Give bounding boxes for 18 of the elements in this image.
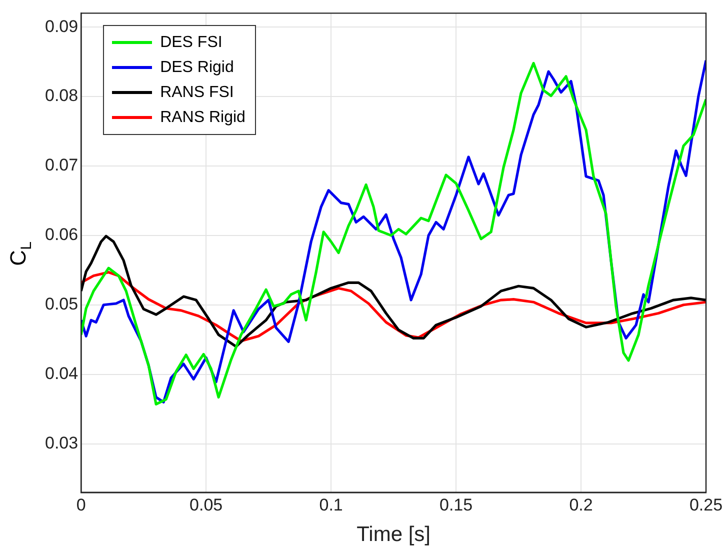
x-tick-label: 0.15 — [439, 495, 473, 514]
legend-label: RANS FSI — [160, 84, 234, 102]
y-tick-label: 0.08 — [44, 86, 78, 106]
y-tick-label: 0.05 — [44, 294, 78, 314]
y-tick-label: 0.04 — [44, 364, 78, 384]
legend-label: DES Rigid — [160, 58, 234, 77]
y-tick-label: 0.09 — [44, 16, 78, 36]
x-tick-label: 0.25 — [689, 495, 723, 514]
y-tick-label: 0.06 — [44, 225, 78, 244]
x-tick-label: 0.2 — [569, 495, 593, 514]
x-tick-label: 0.05 — [190, 495, 223, 514]
x-tick-label: 0 — [76, 495, 86, 514]
x-tick-label: 0.1 — [319, 495, 343, 514]
x-axis-title: Time [s] — [356, 523, 430, 546]
legend-label: RANS Rigid — [160, 108, 246, 127]
y-tick-label: 0.03 — [44, 433, 78, 452]
y-tick-label: 0.07 — [44, 156, 78, 175]
legend-label: DES FSI — [160, 34, 222, 52]
